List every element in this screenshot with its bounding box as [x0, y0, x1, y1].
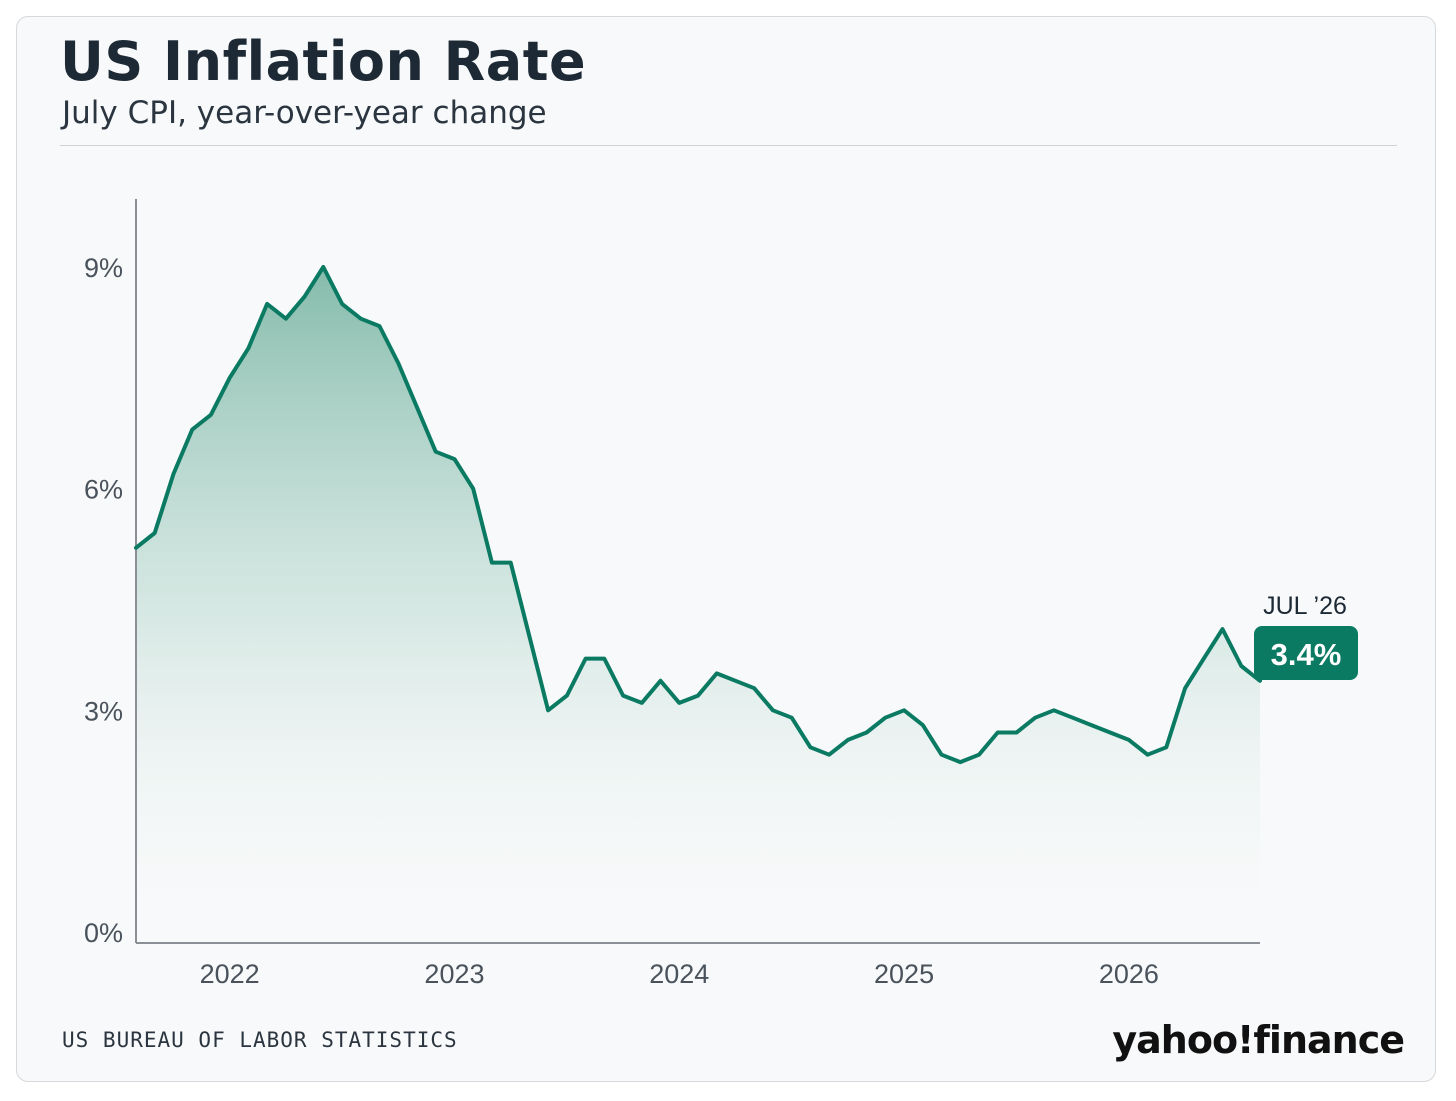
data-point [1071, 716, 1075, 720]
data-point [209, 413, 213, 417]
data-point [303, 295, 307, 299]
series-line [134, 265, 1262, 765]
data-point [846, 738, 850, 742]
data-point [321, 265, 325, 269]
data-point [677, 701, 681, 705]
data-point [790, 716, 794, 720]
end-value-badge [1254, 626, 1358, 680]
data-point [565, 694, 569, 698]
data-point [546, 708, 550, 712]
x-tick-label: 2022 [200, 959, 260, 989]
data-point [640, 701, 644, 705]
data-point [1164, 745, 1168, 749]
data-point [1239, 664, 1243, 668]
series-area [136, 267, 1260, 943]
data-point [977, 753, 981, 757]
x-tick-label: 2023 [424, 959, 484, 989]
y-tick-label: 3% [84, 696, 123, 726]
data-point [921, 723, 925, 727]
data-point [1127, 738, 1131, 742]
y-tick-label: 9% [84, 253, 123, 283]
data-point [771, 708, 775, 712]
data-point [940, 753, 944, 757]
data-point [902, 708, 906, 712]
data-point [752, 686, 756, 690]
x-tick-label: 2024 [649, 959, 709, 989]
chart-title: US Inflation Rate [60, 30, 587, 93]
data-point [1015, 731, 1019, 735]
data-point [715, 671, 719, 675]
data-point [1089, 723, 1093, 727]
data-point [153, 531, 157, 535]
data-point [134, 546, 138, 550]
data-point [228, 376, 232, 380]
x-tick-label: 2026 [1099, 959, 1159, 989]
data-point [883, 716, 887, 720]
yahoo-finance-logo: yahoo!finance [1112, 1018, 1405, 1062]
data-point [396, 361, 400, 365]
data-point [340, 302, 344, 306]
data-point [602, 657, 606, 661]
data-point [527, 634, 531, 638]
source-credit: US BUREAU OF LABOR STATISTICS [62, 1028, 458, 1052]
data-point [172, 472, 176, 476]
x-tick-label: 2025 [874, 959, 934, 989]
data-point [509, 561, 513, 565]
end-value-label: 3.4% [1271, 637, 1342, 672]
data-point [827, 753, 831, 757]
data-point [996, 731, 1000, 735]
data-point [958, 760, 962, 764]
data-point [284, 317, 288, 321]
end-date-label: JUL ’26 [1263, 592, 1347, 620]
data-point [190, 428, 194, 432]
data-point [808, 745, 812, 749]
header-divider [60, 145, 1397, 146]
data-point [453, 457, 457, 461]
chart-subtitle: July CPI, year-over-year change [62, 95, 547, 131]
data-point [265, 302, 269, 306]
y-tick-label: 0% [84, 918, 123, 948]
data-point [1052, 708, 1056, 712]
data-point [359, 317, 363, 321]
data-point [696, 694, 700, 698]
data-point [734, 679, 738, 683]
data-point [434, 450, 438, 454]
data-point [1033, 716, 1037, 720]
data-point [621, 694, 625, 698]
data-point [1221, 627, 1225, 631]
data-point [378, 324, 382, 328]
data-point [1183, 686, 1187, 690]
data-point [1108, 731, 1112, 735]
data-point [1202, 657, 1206, 661]
y-tick-label: 6% [84, 475, 123, 505]
data-point [659, 679, 663, 683]
data-point [471, 487, 475, 491]
data-point [246, 346, 250, 350]
data-point [1146, 753, 1150, 757]
data-point [415, 405, 419, 409]
data-point [584, 657, 588, 661]
data-point [490, 561, 494, 565]
data-point [865, 731, 869, 735]
